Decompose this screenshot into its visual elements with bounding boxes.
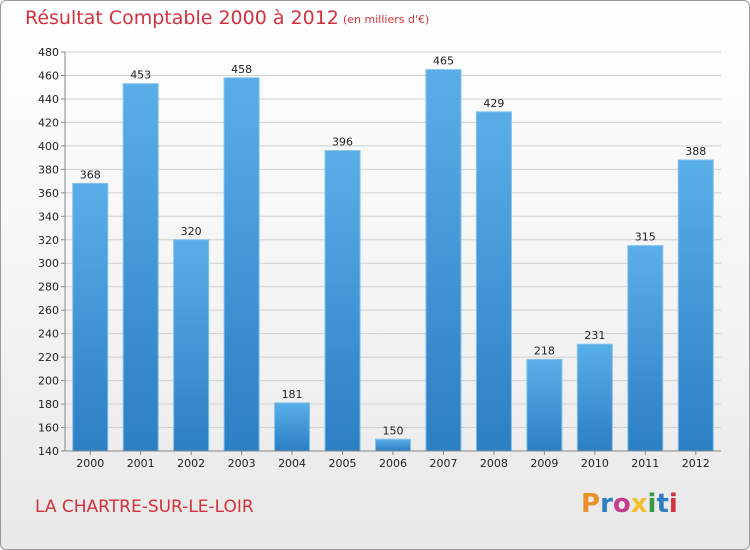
x-tick-label-2009: 2009	[530, 457, 558, 470]
data-label-2001: 453	[130, 69, 151, 82]
bar-2006	[375, 438, 411, 452]
logo-letter: o	[612, 489, 631, 519]
data-label-2004: 181	[282, 388, 303, 401]
data-label-2008: 429	[483, 97, 504, 110]
y-tick-label: 180	[38, 398, 59, 411]
y-tick-label: 260	[38, 304, 59, 317]
logo-letter: r	[600, 489, 613, 519]
data-label-2002: 320	[181, 225, 202, 238]
data-label-2012: 388	[685, 145, 706, 158]
commune-name: LA CHARTRE-SUR-LE-LOIR	[35, 497, 254, 517]
x-tick-label-2002: 2002	[177, 457, 205, 470]
y-tick-label: 380	[38, 163, 59, 176]
data-label-2009: 218	[534, 344, 555, 357]
x-tick-label-2004: 2004	[278, 457, 306, 470]
y-tick-label: 240	[38, 328, 59, 341]
bar-2004	[274, 402, 311, 452]
bar-2003	[223, 77, 260, 452]
x-tick-label-2007: 2007	[429, 457, 457, 470]
logo-letter: i	[647, 489, 657, 519]
data-label-2011: 315	[635, 231, 656, 244]
bar-layer: 368 453 320 458 181 396 150 465 429 218 231 315 388	[72, 55, 714, 452]
y-tick-label: 480	[38, 46, 59, 59]
chart-subtitle: (en milliers d'€)	[343, 13, 430, 26]
bar-2002	[173, 239, 210, 452]
logo-letter: t	[656, 489, 669, 519]
x-tick-label-2000: 2000	[76, 457, 104, 470]
bar-2008	[475, 111, 512, 452]
x-tick-label-2001: 2001	[127, 457, 155, 470]
bar-2011	[627, 245, 664, 452]
x-tick-label-2011: 2011	[631, 457, 659, 470]
logo-letter: x	[630, 489, 648, 519]
y-tick-label: 400	[38, 140, 59, 153]
y-tick-label: 360	[38, 187, 59, 200]
y-tick-label: 320	[38, 234, 59, 247]
x-tick-label-2003: 2003	[228, 457, 256, 470]
chart-title: Résultat Comptable 2000 à 2012	[25, 7, 339, 29]
x-tick-label-2006: 2006	[379, 457, 407, 470]
y-tick-label: 200	[38, 375, 59, 388]
data-label-2010: 231	[584, 329, 605, 342]
bar-2000	[72, 182, 109, 452]
proxiti-logo: Proxiti	[581, 489, 678, 519]
data-label-2003: 458	[231, 63, 252, 76]
y-tick-label: 140	[38, 445, 59, 458]
axis-layer: 140 160 180 200 220 240 260 280 300 320 340 360 380 4…	[38, 46, 721, 470]
logo-letter: i	[668, 489, 678, 519]
grid-layer	[65, 51, 721, 452]
bar-2010	[576, 343, 613, 452]
data-label-2006: 150	[383, 424, 404, 437]
bar-2012	[677, 159, 714, 452]
y-tick-label: 280	[38, 281, 59, 294]
x-tick-label-2010: 2010	[581, 457, 609, 470]
y-tick-label: 220	[38, 351, 59, 364]
y-tick-label: 420	[38, 116, 59, 129]
x-tick-label-2012: 2012	[682, 457, 710, 470]
logo-letter: P	[581, 489, 601, 519]
y-tick-label: 340	[38, 210, 59, 223]
y-tick-label: 460	[38, 69, 59, 82]
bar-2007	[425, 69, 462, 452]
x-tick-label-2008: 2008	[480, 457, 508, 470]
y-tick-label: 300	[38, 257, 59, 270]
data-label-2005: 396	[332, 136, 353, 149]
bar-2009	[526, 358, 563, 452]
bar-2005	[324, 150, 361, 452]
data-label-2007: 465	[433, 55, 454, 68]
y-tick-label: 440	[38, 93, 59, 106]
y-tick-label: 160	[38, 422, 59, 435]
bar-2001	[122, 83, 159, 452]
x-tick-label-2005: 2005	[329, 457, 357, 470]
data-label-2000: 368	[80, 168, 101, 181]
